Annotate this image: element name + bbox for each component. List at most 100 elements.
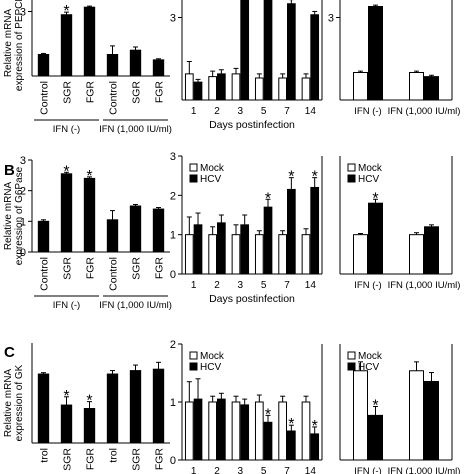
bar-mock (353, 370, 368, 461)
x-tick-label: 5 (261, 280, 267, 291)
bar-mock (278, 401, 287, 461)
bar (129, 370, 142, 444)
bar-mock (301, 77, 311, 101)
bar (106, 54, 119, 77)
bar-hcv (368, 414, 383, 461)
x-tick-label: SGR (62, 257, 74, 280)
significance-asterisk: * (63, 3, 69, 20)
bar (60, 173, 73, 253)
significance-asterisk: * (265, 406, 271, 423)
significance-asterisk: * (86, 393, 92, 410)
bar-mock (254, 234, 264, 275)
x-tick-label: 3 (238, 106, 244, 117)
bar-mock (254, 77, 264, 101)
legend-label: HCV (358, 362, 379, 373)
bar-hcv (424, 380, 439, 461)
significance-asterisk: * (372, 190, 378, 207)
bar-hcv (217, 73, 226, 101)
bar (83, 408, 96, 444)
y-tick-label: 3 (328, 13, 334, 25)
y-tick-label: 3 (170, 13, 176, 25)
y-tick-label: 1 (20, 216, 26, 228)
legend-label: Mock (200, 163, 225, 174)
bar-mock (184, 73, 194, 101)
bar (37, 54, 50, 77)
x-tick-label: FGR (85, 448, 97, 471)
y-tick-label: 2 (170, 190, 176, 202)
y-axis-label-line2: expression of G6Pase (14, 166, 25, 265)
bar-mock (208, 234, 218, 275)
bar-mock (278, 77, 287, 101)
bar-mock (231, 401, 241, 461)
y-tick-label: 0 (170, 455, 176, 467)
bar-hcv (310, 14, 320, 101)
legend-label: Mock (200, 351, 225, 362)
bar (129, 49, 142, 77)
legend-swatch (189, 174, 198, 183)
bar-hcv (287, 3, 296, 101)
y-tick-label: 3 (170, 151, 176, 163)
group-label: IFN (-) (53, 124, 80, 135)
significance-asterisk: * (265, 190, 271, 207)
bar-mock (278, 234, 287, 275)
y-axis-label-line2: expression of PEPCK (14, 0, 25, 91)
bar-hcv (193, 81, 203, 101)
group-label: IFN (1,000 IU/ml) (99, 300, 172, 311)
significance-asterisk: * (63, 163, 69, 180)
x-tick-label: 5 (261, 106, 267, 117)
bar-mock (208, 401, 218, 461)
significance-asterisk: * (312, 418, 318, 435)
legend-label: HCV (200, 362, 221, 373)
bar-hcv (263, 421, 273, 461)
x-tick-label: 14 (305, 466, 317, 474)
x-tick-label: 7 (284, 280, 290, 291)
y-tick-label: 0 (170, 269, 176, 281)
x-tick-label: FGR (154, 257, 166, 280)
significance-asterisk: * (63, 388, 69, 405)
x-tick-label: 2 (214, 106, 220, 117)
x-tick-label: FGR (154, 448, 166, 471)
bar (60, 404, 73, 444)
significance-asterisk: * (372, 397, 378, 414)
x-tick-label: 2 (214, 466, 220, 474)
legend-swatch (347, 362, 356, 371)
bar (83, 177, 96, 253)
group-label: IFN (-) (354, 106, 381, 117)
bar (129, 205, 142, 253)
x-tick-label: 2 (214, 280, 220, 291)
legend-label: HCV (200, 174, 221, 185)
bar-mock (254, 401, 264, 461)
bar (60, 14, 73, 77)
y-tick-label: 1 (170, 397, 176, 409)
bar (37, 373, 50, 444)
legend-swatch (189, 362, 198, 371)
bar-mock (409, 370, 424, 461)
x-tick-label: Control (108, 257, 120, 291)
bar-hcv (287, 188, 296, 275)
panel-letter-b: B (4, 162, 15, 179)
x-tick-label: Control (39, 81, 51, 115)
legend-swatch (189, 351, 198, 360)
bar-hcv (217, 222, 226, 275)
significance-asterisk: * (86, 168, 92, 185)
bar-mock (409, 72, 424, 101)
x-tick-label: SGR (131, 448, 143, 471)
bar-hcv (240, 0, 250, 101)
x-tick-label: SGR (131, 257, 143, 280)
bar-hcv (368, 6, 383, 101)
legend-label: Mock (358, 163, 383, 174)
y-axis-label-line1: Relative mRNA (3, 182, 14, 251)
bar-hcv (424, 76, 439, 101)
y-axis-label-line1: Relative mRNA (3, 9, 14, 78)
bar-hcv (287, 430, 296, 461)
legend-swatch (189, 163, 198, 172)
x-tick-label: SGR (131, 81, 143, 104)
bar (152, 59, 165, 77)
bar-hcv (240, 224, 250, 275)
panel-letter-c: C (4, 344, 15, 361)
x-tick-label: 7 (284, 106, 290, 117)
y-axis-label-line1: Relative mRNA (3, 369, 14, 438)
bar-mock (353, 72, 368, 101)
y-tick-label: 0 (20, 247, 26, 259)
